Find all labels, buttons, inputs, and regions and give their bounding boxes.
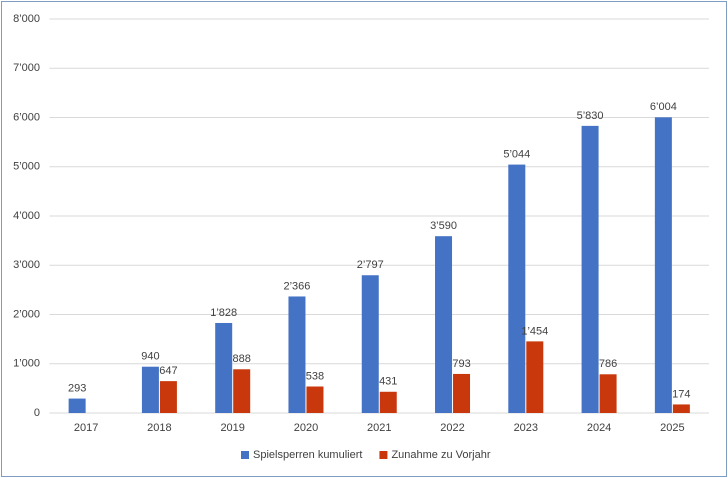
x-tick-label: 2024 xyxy=(587,422,611,434)
y-tick-label: 2’000 xyxy=(13,308,40,320)
bar xyxy=(435,236,453,413)
y-tick-label: 4’000 xyxy=(13,210,40,222)
value-label: 2’797 xyxy=(357,259,384,271)
y-tick-label: 5’000 xyxy=(13,161,40,173)
value-label: 431 xyxy=(379,376,397,388)
value-label: 6’004 xyxy=(650,101,677,113)
bar xyxy=(508,164,526,413)
bar xyxy=(361,275,379,413)
y-tick-label: 3’000 xyxy=(13,259,40,271)
y-tick-label: 6’000 xyxy=(13,111,40,123)
x-tick-label: 2018 xyxy=(147,422,171,434)
bar xyxy=(159,381,177,413)
bar xyxy=(288,296,306,413)
x-tick-label: 2023 xyxy=(514,422,538,434)
value-label: 2’366 xyxy=(284,280,311,292)
bar xyxy=(68,398,86,413)
bar xyxy=(672,404,690,413)
y-tick-label: 7’000 xyxy=(13,62,40,74)
value-label: 3’590 xyxy=(430,220,457,232)
y-tick-label: 8’000 xyxy=(13,13,40,25)
value-label: 293 xyxy=(68,382,86,394)
bar xyxy=(379,391,397,413)
x-tick-label: 2020 xyxy=(294,422,318,434)
x-tick-label: 2021 xyxy=(367,422,391,434)
bar xyxy=(453,373,471,413)
y-tick-label: 0 xyxy=(34,407,40,419)
value-label: 5’044 xyxy=(503,148,530,160)
value-label: 786 xyxy=(599,358,617,370)
bar xyxy=(526,341,544,413)
bar xyxy=(599,374,617,413)
bar xyxy=(233,369,251,413)
bar xyxy=(141,366,159,413)
value-label: 1’828 xyxy=(210,307,237,319)
value-label: 793 xyxy=(452,358,470,370)
legend-label: Spielsperren kumuliert xyxy=(253,449,362,461)
x-tick-label: 2022 xyxy=(440,422,464,434)
legend-swatch xyxy=(241,451,249,459)
legend-label: Zunahme zu Vorjahr xyxy=(391,449,490,461)
value-label: 538 xyxy=(306,370,324,382)
value-label: 647 xyxy=(159,365,177,377)
y-tick-label: 1’000 xyxy=(13,358,40,370)
bar xyxy=(654,117,672,413)
value-label: 5’830 xyxy=(577,110,604,122)
value-label: 888 xyxy=(233,353,251,365)
bar xyxy=(306,386,324,413)
bar xyxy=(581,125,599,413)
legend-swatch xyxy=(379,451,388,459)
value-label: 174 xyxy=(672,388,690,400)
value-label: 940 xyxy=(141,351,159,363)
x-tick-label: 2017 xyxy=(74,422,98,434)
x-tick-label: 2025 xyxy=(660,422,684,434)
bar xyxy=(215,322,233,413)
x-tick-label: 2019 xyxy=(220,422,244,434)
value-label: 1’454 xyxy=(521,325,548,337)
